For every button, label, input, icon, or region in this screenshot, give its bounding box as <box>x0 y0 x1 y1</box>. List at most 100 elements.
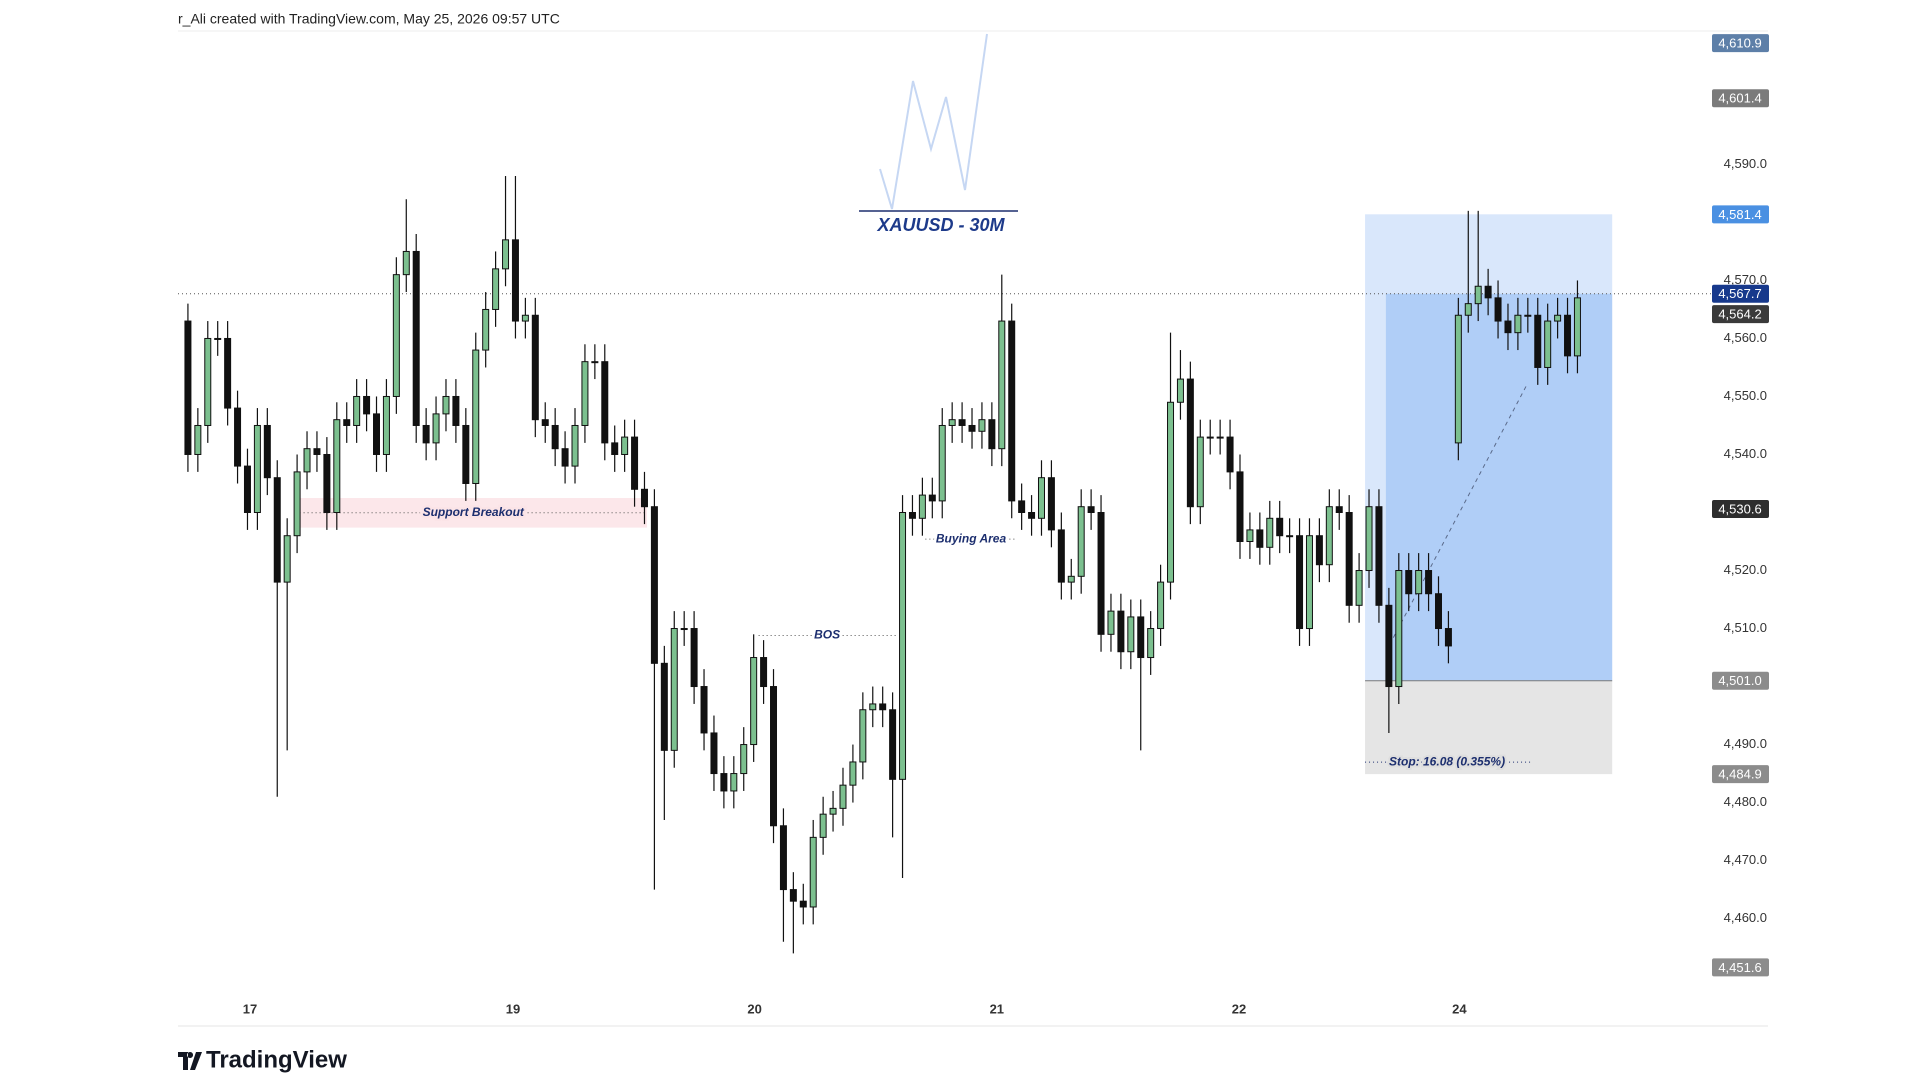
candle-up <box>1474 285 1482 305</box>
candle-down <box>1296 535 1304 630</box>
level-label: Buying Area <box>936 531 1007 545</box>
candle-up <box>899 512 907 780</box>
y-tick-label: 4,520.0 <box>1724 562 1767 577</box>
chart-title: XAUUSD - 30M <box>876 215 1005 235</box>
candle-up <box>472 349 480 484</box>
x-tick-label: 24 <box>1452 1001 1467 1016</box>
candle-up <box>591 361 599 364</box>
candle-down <box>799 900 807 908</box>
candle-up <box>621 436 629 455</box>
y-tick-label: 4,490.0 <box>1724 736 1767 751</box>
y-tick-label: 4,480.0 <box>1724 794 1767 809</box>
candle-down <box>1018 500 1026 513</box>
filled-zone <box>1385 293 1613 681</box>
candles-layer <box>184 176 1581 954</box>
candle-up <box>1167 401 1175 583</box>
price-label-box <box>1712 671 1769 690</box>
candle-down <box>770 686 778 827</box>
candle-up <box>1415 570 1423 595</box>
candle-down <box>1335 506 1343 513</box>
candle-down <box>1256 529 1264 548</box>
candle-up <box>392 274 400 397</box>
candle-up <box>1325 506 1333 566</box>
candle-up <box>918 494 926 519</box>
header-text: r_Ali created with TradingView.com, May … <box>178 11 560 27</box>
candle-up <box>571 424 579 467</box>
candle-up <box>442 395 450 415</box>
candle-down <box>631 436 639 490</box>
candle-up <box>1395 570 1403 688</box>
candle-up <box>492 268 500 310</box>
candle-up <box>1077 506 1085 577</box>
logo-icon <box>178 1052 202 1070</box>
candle-down <box>511 239 519 322</box>
x-tick-label: 17 <box>243 1001 257 1016</box>
candle-down <box>422 424 430 444</box>
candle-up <box>1464 303 1472 316</box>
price-label: 4,451.6 <box>1718 960 1761 975</box>
candle-down <box>452 395 460 426</box>
candle-down <box>1564 314 1572 357</box>
candle-down <box>968 424 976 432</box>
candle-down <box>690 628 698 688</box>
candle-down <box>313 448 321 455</box>
trend-line <box>1385 384 1528 652</box>
level-label: BOS <box>814 628 840 642</box>
candle-up <box>1365 506 1373 572</box>
candle-down <box>224 337 232 409</box>
candle-up <box>978 419 986 432</box>
candle-down <box>561 448 569 467</box>
stop-text: Stop: 16.08 (0.355%) <box>1389 754 1505 768</box>
y-tick-label: 4,460.0 <box>1724 910 1767 925</box>
candle-down <box>1186 378 1194 508</box>
price-label: 4,530.6 <box>1718 501 1761 516</box>
y-tick-label: 4,510.0 <box>1724 620 1767 635</box>
candle-down <box>879 703 887 711</box>
candle-up <box>1206 436 1214 439</box>
candle-down <box>710 732 718 775</box>
candle-down <box>720 773 728 792</box>
candle-down <box>531 314 539 421</box>
candle-up <box>998 320 1006 450</box>
candle-up <box>253 424 261 514</box>
candle-up <box>670 628 678 751</box>
candle-up <box>402 250 410 276</box>
candle-down <box>343 419 351 426</box>
candle-up <box>521 314 529 322</box>
candle-up <box>849 761 857 786</box>
candle-down <box>1028 512 1036 519</box>
candle-up <box>1157 581 1165 630</box>
candle-up <box>333 419 341 513</box>
y-tick-label: 4,560.0 <box>1724 330 1767 345</box>
candle-up <box>1524 314 1532 317</box>
candle-down <box>1434 593 1442 630</box>
candle-up <box>859 709 867 763</box>
zone <box>299 497 647 528</box>
candle-down <box>551 424 559 450</box>
candle-down <box>908 512 916 519</box>
candle-down <box>988 419 996 450</box>
candle-up <box>293 471 301 537</box>
candle-down <box>412 250 420 426</box>
candle-up <box>869 703 877 711</box>
candle-up <box>1067 575 1075 583</box>
candle-down <box>323 453 331 513</box>
candle-up <box>194 424 202 455</box>
price-label: 4,501.0 <box>1718 673 1761 688</box>
candle-down <box>1236 471 1244 543</box>
candle-down <box>541 419 549 426</box>
candle-down <box>789 889 797 902</box>
candle-up <box>382 395 390 455</box>
price-label-box <box>1712 205 1769 224</box>
candle-up <box>948 419 956 426</box>
candle-down <box>1047 477 1055 531</box>
price-label-box <box>1712 958 1769 977</box>
y-tick-label: 4,540.0 <box>1724 446 1767 461</box>
price-label-box <box>1712 34 1769 53</box>
candle-up <box>204 337 212 426</box>
candle-up <box>829 807 837 815</box>
candle-down <box>363 395 371 415</box>
candle-down <box>660 662 668 751</box>
candle-up <box>839 784 847 809</box>
candle-down <box>263 424 271 479</box>
